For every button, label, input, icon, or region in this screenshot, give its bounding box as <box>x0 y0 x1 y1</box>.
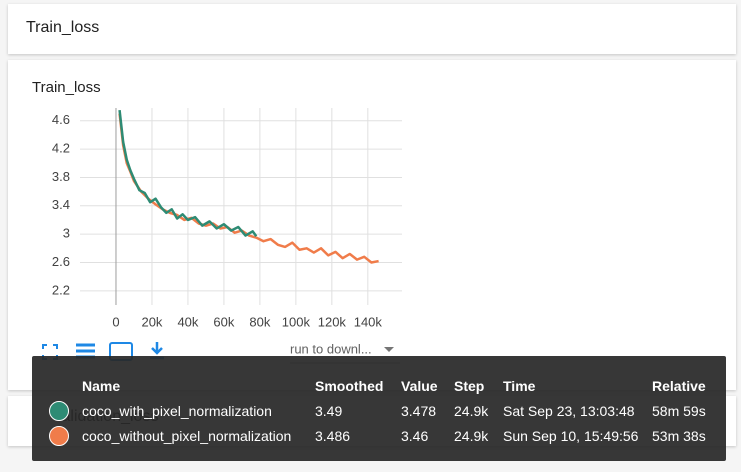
series-line <box>118 109 258 237</box>
tooltip-cell: Sat Sep 23, 13:03:48 <box>503 403 635 419</box>
dropdown-arrow <box>384 347 394 352</box>
tooltip-cell: 3.478 <box>401 403 437 419</box>
x-tick-label: 120k <box>318 314 347 329</box>
header-card[interactable]: Train_loss <box>8 4 736 54</box>
run-color <box>49 401 69 421</box>
y-tick-label: 4.2 <box>52 141 70 156</box>
column-header: Step <box>454 378 485 394</box>
tooltip: Name Smoothed Value Step Time Relative coco_wi… <box>32 356 726 461</box>
y-tick-label: 2.6 <box>52 254 70 269</box>
run-color <box>49 426 69 446</box>
y-tick-label: 2.2 <box>52 282 70 297</box>
y-tick-label: 3.8 <box>52 169 70 184</box>
tooltip-cell: 3.49 <box>315 403 343 419</box>
tooltip-cell: coco_without_pixel_normalization <box>82 428 292 444</box>
series-line <box>118 113 379 264</box>
tooltip-cell: 53m 38s <box>652 428 706 444</box>
x-tick-label: 60k <box>213 314 234 329</box>
tooltip-cell: 58m 59s <box>652 403 706 419</box>
chart-title: Train_loss <box>32 79 101 96</box>
x-tick-label: 20k <box>141 314 162 329</box>
column-header: Name <box>82 378 121 394</box>
chart-card <box>8 60 736 390</box>
x-tick-label: 40k <box>177 314 198 329</box>
header-title: Train_loss <box>26 19 100 36</box>
column-header: Relative <box>652 378 706 394</box>
y-tick-label: 4.6 <box>52 112 70 127</box>
x-tick-label: 100k <box>282 314 311 329</box>
column-header: Value <box>401 378 438 394</box>
column-header: Time <box>503 378 536 394</box>
tooltip-cell: 24.9k <box>454 403 489 419</box>
x-tick-label: 0 <box>112 314 119 329</box>
tooltip-cell: 3.46 <box>401 428 429 444</box>
fit-icon[interactable] <box>42 344 58 360</box>
x-tick-label: 80k <box>249 314 270 329</box>
x-tick-label: 140k <box>354 314 383 329</box>
tooltip-cell: coco_with_pixel_normalization <box>82 403 272 419</box>
chart: Train_loss run to downl... 2.2 2.6 3 3.4 3.8… <box>32 79 402 364</box>
tooltip-cell: 3.486 <box>315 428 351 444</box>
y-tick-label: 3 <box>63 226 70 241</box>
y-tick-label: 3.4 <box>52 197 70 212</box>
tooltip-cell: Sun Sep 10, 15:49:56 <box>503 428 639 444</box>
tooltip-cell: 24.9k <box>454 428 489 444</box>
dropdown[interactable]: run to downl... <box>290 341 372 356</box>
column-header: Smoothed <box>315 378 384 394</box>
